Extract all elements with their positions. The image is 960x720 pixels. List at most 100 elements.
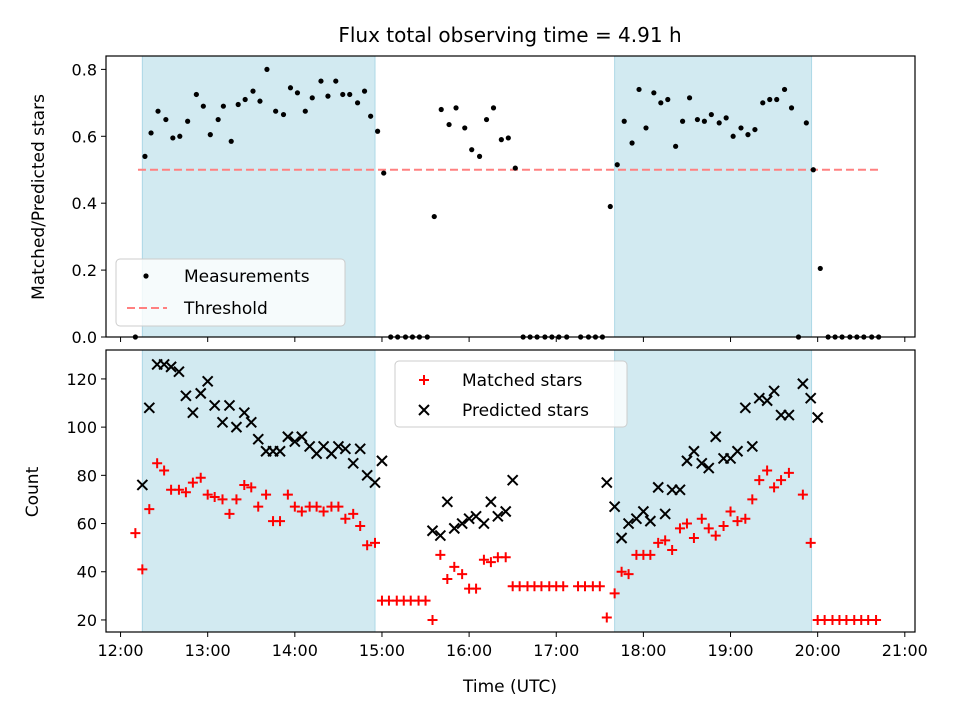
x-tick-label: 17:00 <box>533 641 579 660</box>
measurement-point <box>163 116 169 123</box>
matched-star-point <box>231 494 242 505</box>
measurement-point <box>287 85 294 91</box>
measurement-point <box>462 125 468 131</box>
legend-threshold-label: Threshold <box>183 299 268 319</box>
x-tick-label: 14:00 <box>272 641 318 660</box>
predicted-star-point <box>499 505 512 518</box>
x-tick-label: 15:00 <box>359 641 405 660</box>
measurement-point <box>453 105 459 111</box>
predicted-star-point <box>289 435 301 448</box>
predicted-star-point <box>710 431 722 443</box>
x-tick-label: 18:00 <box>620 641 666 660</box>
predicted-star-point <box>369 476 381 489</box>
matched-star-point <box>754 475 765 486</box>
matched-star-point <box>340 513 351 524</box>
measurement-point <box>446 121 452 128</box>
measurement-point <box>673 143 679 149</box>
predicted-star-point <box>768 385 780 397</box>
legend-box <box>115 258 346 327</box>
measurement-point <box>665 96 671 103</box>
predicted-star-point <box>811 411 824 424</box>
x-tick-label: 12:00 <box>97 641 143 660</box>
predicted-star-point <box>652 481 664 494</box>
measurement-point <box>476 153 483 159</box>
measurement-point <box>142 153 148 159</box>
measurement-point <box>490 105 497 111</box>
predicted-star-point <box>195 387 207 400</box>
matched-star-point <box>688 533 699 543</box>
matched-star-point <box>457 569 468 580</box>
measurement-point <box>302 108 308 114</box>
bottom-y-tick-label: 80 <box>77 466 97 485</box>
top-y-axis-label: Matched/Predicted stars <box>29 94 49 300</box>
measurement-point <box>220 103 226 109</box>
chart-title: Flux total observing time = 4.91 h <box>338 23 681 47</box>
measurement-point <box>438 106 444 113</box>
matched-star-point <box>594 581 605 592</box>
x-tick-label: 21:00 <box>882 641 928 660</box>
matched-star-point <box>195 472 206 483</box>
measurement-point <box>193 91 199 98</box>
predicted-star-point <box>601 476 613 489</box>
measurement-point <box>325 93 331 99</box>
legend-predicted-marker <box>418 404 430 416</box>
bottom-legend: Matched stars Predicted stars <box>394 360 628 428</box>
top-y-tick-label: 0.0 <box>72 328 97 347</box>
matched-star-point <box>747 494 758 505</box>
measurement-point <box>207 132 213 138</box>
predicted-star-point <box>485 496 497 508</box>
top-y-tick-label: 0.2 <box>72 261 97 280</box>
legend-matched-marker <box>419 375 429 385</box>
measurement-point <box>242 96 248 103</box>
matched-star-point <box>653 537 664 548</box>
predicted-star-point <box>376 455 388 467</box>
matched-star-point <box>871 614 882 625</box>
measurement-point <box>760 100 766 106</box>
matched-star-point <box>500 552 511 563</box>
measurement-point <box>767 96 773 103</box>
x-tick-label: 16:00 <box>446 641 492 660</box>
matched-star-point <box>601 612 612 623</box>
measurement-point <box>643 125 649 131</box>
measurement-point <box>788 105 795 111</box>
matched-star-point <box>471 583 482 594</box>
measurement-point <box>738 125 744 131</box>
matched-star-point <box>144 504 155 515</box>
matched-star-point <box>427 614 438 625</box>
predicted-star-point <box>644 515 657 527</box>
predicted-star-point <box>797 378 809 390</box>
predicted-star-point <box>703 462 715 474</box>
bottom-shaded-window <box>614 349 813 633</box>
measurement-point <box>810 167 816 173</box>
measurement-point <box>629 140 635 146</box>
matched-star-point <box>674 523 685 534</box>
predicted-star-point <box>173 365 185 378</box>
matched-star-point <box>289 501 300 512</box>
top-axes-frame <box>105 55 916 338</box>
predicted-star-point <box>296 431 308 443</box>
x-tick-label: 13:00 <box>185 641 231 660</box>
matched-star-point <box>224 508 235 519</box>
matched-star-point <box>209 492 220 503</box>
predicted-star-point <box>463 513 475 525</box>
predicted-star-point <box>238 406 250 419</box>
measurement-point <box>817 265 823 272</box>
measurement-point <box>170 135 176 141</box>
predicted-star-point <box>731 445 744 457</box>
matched-star-point <box>333 501 344 512</box>
predicted-star-point <box>354 443 366 455</box>
predicted-star-point <box>622 517 635 530</box>
measurement-point <box>333 78 339 84</box>
measurement-point <box>651 90 657 96</box>
measurement-point <box>361 88 368 94</box>
measurement-point <box>280 111 287 118</box>
predicted-star-point <box>674 484 686 496</box>
measurement-point <box>781 86 788 93</box>
bottom-y-tick-label: 40 <box>77 563 97 582</box>
legend-measurements-marker <box>143 273 149 279</box>
predicted-star-point <box>180 390 192 402</box>
measurement-point <box>730 133 736 139</box>
measurement-point <box>607 203 613 210</box>
measurement-point <box>701 118 707 124</box>
predicted-star-point <box>426 525 439 537</box>
